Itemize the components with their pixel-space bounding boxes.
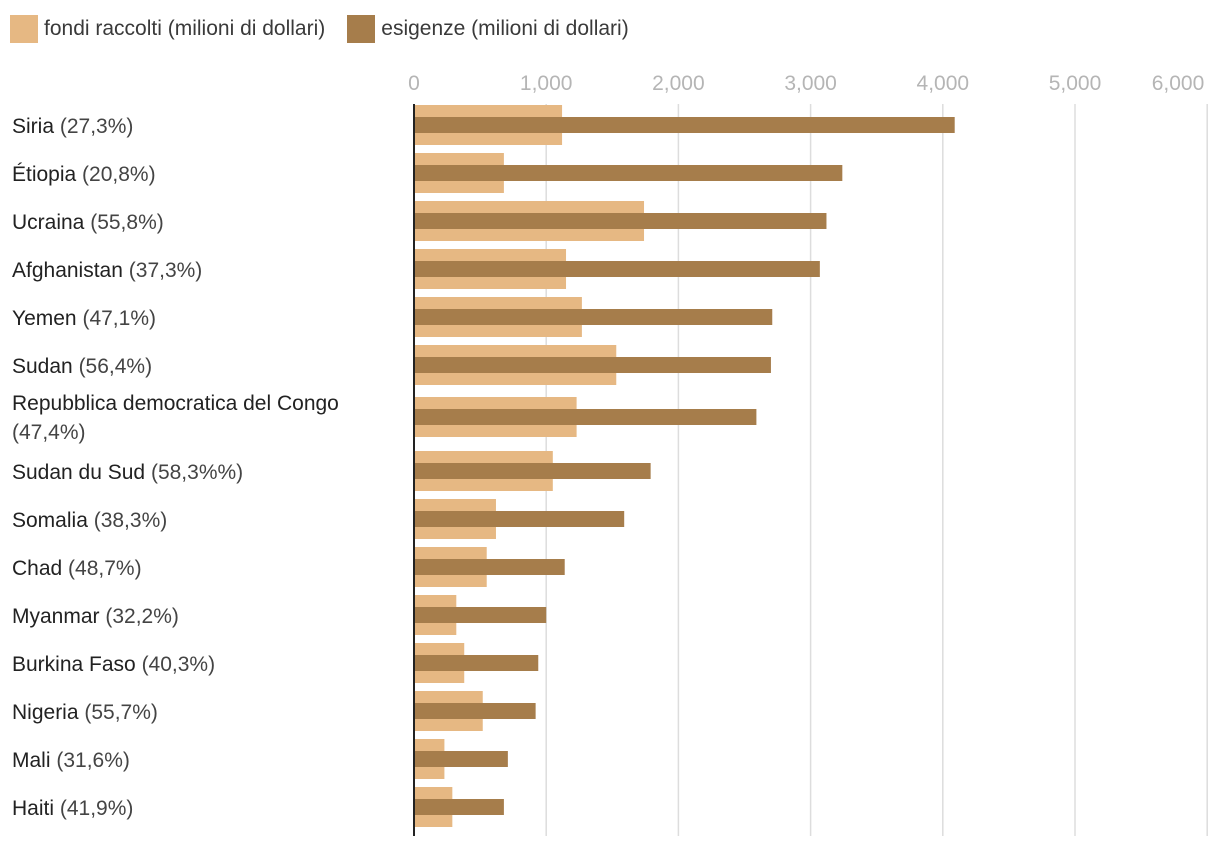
bar-requirements (414, 117, 955, 133)
x-tick-label: 0 (408, 72, 420, 95)
category-label: Myanmar (32,2%) (12, 605, 179, 628)
category-name: Myanmar (12, 605, 105, 628)
bars (414, 105, 955, 827)
legend-item-requirements: esigenze (milioni di dollari) (347, 15, 629, 43)
bar-requirements (414, 213, 827, 229)
category-name: Afghanistan (12, 259, 129, 282)
bar-requirements (414, 559, 565, 575)
bar-requirements (414, 751, 508, 767)
category-percent: (48,7%) (68, 557, 142, 580)
category-name: Étiopia (12, 163, 82, 186)
category-name: Sudan (12, 355, 79, 378)
category-label: Repubblica democratica del Congo (12, 392, 339, 415)
category-percent: (41,9%) (60, 797, 134, 820)
bar-requirements (414, 655, 539, 671)
legend-swatch-funded (10, 15, 38, 43)
bar-requirements (414, 165, 843, 181)
category-label: Yemen (47,1%) (12, 307, 156, 330)
legend-swatch-requirements (347, 15, 376, 43)
category-percent: (27,3%) (60, 115, 134, 138)
category-percent: (58,3%%) (151, 461, 243, 484)
category-label: Ucraina (55,8%) (12, 211, 164, 234)
category-percent: (20,8%) (82, 163, 156, 186)
category-name: Ucraina (12, 211, 90, 234)
category-name: Somalia (12, 509, 94, 532)
legend-label-funded: fondi raccolti (milioni di dollari) (44, 17, 326, 40)
x-tick-label: 6,000 (1152, 72, 1205, 95)
category-labels: Siria (27,3%) Étiopia (20,8%) Ucraina (55,… (12, 115, 339, 820)
category-name: Mali (12, 749, 56, 772)
category-label: Afghanistan (37,3%) (12, 259, 202, 282)
bar-requirements (414, 463, 651, 479)
category-percent: (55,7%) (84, 701, 158, 724)
category-percent: (38,3%) (94, 509, 168, 532)
category-label: Sudan (56,4%) (12, 355, 152, 378)
category-name: Chad (12, 557, 68, 580)
category-percent: (32,2%) (105, 605, 179, 628)
x-tick-label: 3,000 (784, 72, 837, 95)
bar-requirements (414, 309, 773, 325)
category-label: Sudan du Sud (58,3%%) (12, 461, 243, 484)
category-name: Yemen (12, 307, 82, 330)
chart-legend: fondi raccolti (milioni di dollari) esig… (10, 14, 651, 44)
bar-requirements (414, 799, 504, 815)
x-tick-label: 5,000 (1049, 72, 1102, 95)
category-label: Siria (27,3%) (12, 115, 133, 138)
bar-requirements (414, 607, 547, 623)
legend-label-requirements: esigenze (milioni di dollari) (381, 17, 629, 40)
category-label: Haiti (41,9%) (12, 797, 133, 820)
x-tick-label: 2,000 (652, 72, 705, 95)
x-tick-label: 1,000 (520, 72, 573, 95)
legend-item-funded: fondi raccolti (milioni di dollari) (10, 15, 325, 43)
category-name: Nigeria (12, 701, 84, 724)
category-percent: (56,4%) (79, 355, 153, 378)
category-percent: (47,1%) (82, 307, 156, 330)
category-name: Haiti (12, 797, 60, 820)
category-percent: (31,6%) (56, 749, 130, 772)
bar-requirements (414, 261, 820, 277)
category-label: Étiopia (20,8%) (12, 163, 156, 186)
x-tick-label: 4,000 (917, 72, 970, 95)
category-name: Burkina Faso (12, 653, 142, 676)
bar-requirements (414, 511, 625, 527)
category-label: Somalia (38,3%) (12, 509, 167, 532)
category-label: Burkina Faso (40,3%) (12, 653, 215, 676)
bar-requirements (414, 409, 757, 425)
category-label: Mali (31,6%) (12, 749, 130, 772)
category-percent: (37,3%) (129, 259, 203, 282)
category-name: Siria (12, 115, 60, 138)
x-axis-ticks: 0 1,000 2,000 3,000 4,000 5,000 6,000 (408, 72, 1204, 95)
category-label: Nigeria (55,7%) (12, 701, 158, 724)
category-percent: (40,3%) (142, 653, 216, 676)
bar-requirements (414, 357, 771, 373)
category-name: Sudan du Sud (12, 461, 151, 484)
category-percent: (55,8%) (90, 211, 164, 234)
category-label: Chad (48,7%) (12, 557, 142, 580)
bar-requirements (414, 703, 536, 719)
category-percent: (47,4%) (12, 421, 86, 444)
